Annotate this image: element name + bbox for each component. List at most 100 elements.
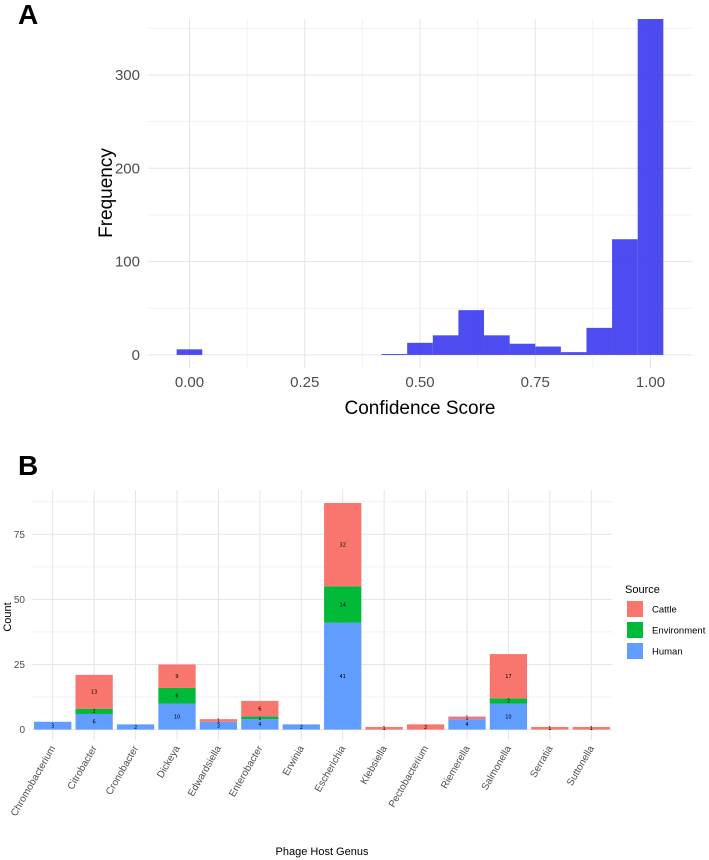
segment-value-label: 9 (175, 674, 178, 680)
segment-value-label: 2 (507, 699, 510, 705)
y-tick-label: 300 (115, 67, 140, 84)
x-tick-label: Citrobacter (66, 743, 100, 791)
bar-segment-human (282, 724, 320, 730)
histogram-bar (535, 346, 561, 355)
bar-segment-environment (241, 716, 279, 720)
x-axis-title: Phage Host Genus (276, 846, 369, 858)
x-tick-label: 0.50 (405, 374, 434, 391)
x-tick-label: 0.00 (175, 374, 204, 391)
x-tick-label: Riemerella (439, 744, 473, 791)
bar-segment-human (199, 721, 238, 730)
segment-value-label: 2 (93, 709, 96, 715)
histogram-bar (586, 327, 613, 355)
segment-value-label: 6 (175, 694, 178, 700)
bar-segment-human (116, 724, 155, 730)
panel-a-label: A (18, 0, 38, 30)
bar-segment-cattle (199, 719, 238, 722)
bar-segment-cattle (448, 716, 486, 720)
y-tick-label: 0 (19, 725, 25, 736)
segment-value-label: 2 (300, 725, 303, 731)
y-tick-label: 100 (115, 254, 140, 271)
bar-segment-human (448, 719, 486, 730)
bar-segment-cattle (158, 664, 196, 688)
histogram-bar (176, 349, 203, 355)
x-tick-label: Pectobacterium (387, 744, 431, 810)
histogram-bar (509, 343, 536, 355)
histogram-bar (484, 335, 510, 355)
histogram-bar (612, 239, 638, 355)
segment-value-label: 10 (174, 714, 180, 720)
x-tick-label: Escherichia (313, 744, 349, 795)
segment-value-label: 17 (505, 674, 511, 680)
segment-value-label: 4 (258, 722, 261, 728)
bar-segment-environment (489, 698, 528, 704)
segment-value-label: 2 (424, 725, 427, 731)
histogram-bar (381, 354, 408, 355)
bar-segment-environment (75, 708, 113, 714)
legend-title: Source (625, 584, 660, 596)
legend-label: Cattle (652, 605, 677, 616)
segment-value-label: 3 (51, 723, 54, 729)
segment-value-label: 6 (93, 720, 96, 726)
bar-segment-cattle (572, 726, 610, 730)
bar-segment-human (34, 721, 72, 730)
bar-segment-human (158, 703, 196, 730)
bar-segment-environment (158, 687, 196, 704)
segment-value-label: 1 (217, 718, 220, 724)
bar-segment-human (241, 719, 279, 730)
y-axis-title: Count (2, 602, 14, 631)
segment-value-label: 4 (465, 722, 468, 728)
bar-segment-cattle (324, 503, 362, 587)
segment-value-label: 10 (505, 714, 511, 720)
x-tick-label: Erwinia (281, 744, 307, 778)
x-axis-title: Confidence Score (344, 398, 495, 419)
x-tick-label: Cronobacter (104, 743, 141, 797)
y-tick-label: 25 (14, 660, 26, 671)
segment-value-label: 1 (590, 726, 593, 732)
x-tick-label: Chromobacterium (9, 744, 58, 818)
x-tick-label: Serratia (528, 744, 555, 780)
x-tick-label: Suttonella (565, 744, 597, 788)
segment-value-label: 14 (340, 602, 346, 608)
legend-swatch-environment (627, 622, 643, 638)
histogram-bar (637, 19, 664, 355)
x-tick-label: Salmonella (480, 744, 514, 793)
legend-label: Human (652, 647, 683, 658)
segment-value-label: 41 (340, 674, 346, 680)
x-tick-label: Dickeya (155, 744, 183, 781)
histogram-bar (560, 352, 587, 355)
x-tick-label: Enterobacter (227, 743, 265, 799)
histogram-bar (407, 342, 433, 355)
bar-segment-human (75, 713, 113, 730)
legend-swatch-cattle (627, 601, 643, 617)
x-tick-label: Edwardsiella (186, 744, 224, 799)
bar-segment-cattle (241, 700, 279, 717)
segment-value-label: 13 (91, 690, 97, 696)
segment-value-label: 1 (258, 716, 261, 722)
y-axis-title: Frequency (96, 148, 117, 238)
y-tick-label: 75 (14, 530, 26, 541)
y-tick-label: 0 (132, 347, 140, 364)
x-tick-label: 1.00 (636, 374, 665, 391)
segment-value-label: 32 (340, 542, 346, 548)
x-tick-label: Klebsiella (359, 744, 390, 787)
legend: Source Cattle Environment Human (625, 584, 706, 659)
histogram-bar (432, 335, 459, 355)
histogram-bar (458, 310, 485, 355)
segment-value-label: 1 (383, 726, 386, 732)
x-tick-label: 0.75 (521, 374, 550, 391)
bar-segment-cattle (406, 724, 445, 730)
bar-segment-environment (324, 586, 362, 623)
bar-segment-cattle (489, 654, 528, 699)
bar-segment-human (324, 622, 362, 730)
panel-b-label: B (18, 450, 38, 481)
segment-value-label: 3 (217, 723, 220, 729)
y-tick-label: 50 (14, 595, 26, 606)
x-tick-label: 0.25 (290, 374, 319, 391)
segment-value-label: 6 (258, 707, 261, 713)
bar-segment-cattle (75, 674, 113, 709)
legend-swatch-human (627, 643, 643, 659)
bar-segment-human (489, 703, 528, 730)
histogram-panel: 0.00 0.25 0.50 0.75 1.00 0 100 200 300 Confidence… (96, 19, 692, 419)
